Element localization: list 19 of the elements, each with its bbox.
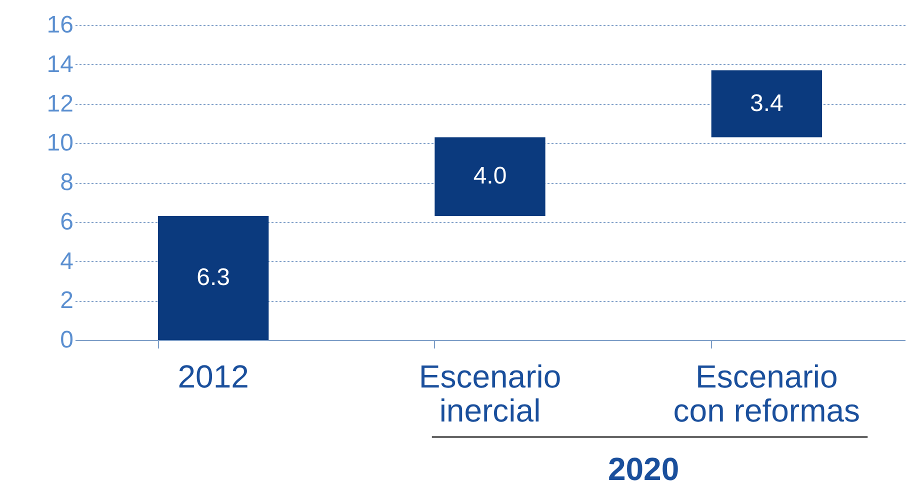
y-tick-label: 16 (46, 12, 74, 38)
y-tick-label: 14 (46, 50, 74, 78)
bar (158, 216, 269, 340)
bar (434, 137, 546, 216)
bar (711, 70, 822, 138)
y-tick-label: 10 (46, 130, 74, 157)
x-tick-label: 2012 (178, 358, 249, 394)
data-label: 6.3 (196, 264, 230, 291)
y-tick-label: 4 (60, 248, 74, 275)
data-label: 3.4 (750, 90, 784, 117)
x-tick-label: Escenario con reformas (673, 358, 860, 428)
y-tick-label: 2 (60, 287, 74, 314)
y-tick-label: 12 (46, 90, 74, 118)
y-tick-label: 8 (60, 169, 74, 196)
y-tick-label: 6 (60, 208, 74, 236)
text: 2020 (608, 451, 680, 485)
data-label: 4.0 (473, 162, 507, 190)
y-tick-label: 0 (60, 326, 74, 354)
x-tick-label: Escenario inercial (418, 358, 562, 428)
